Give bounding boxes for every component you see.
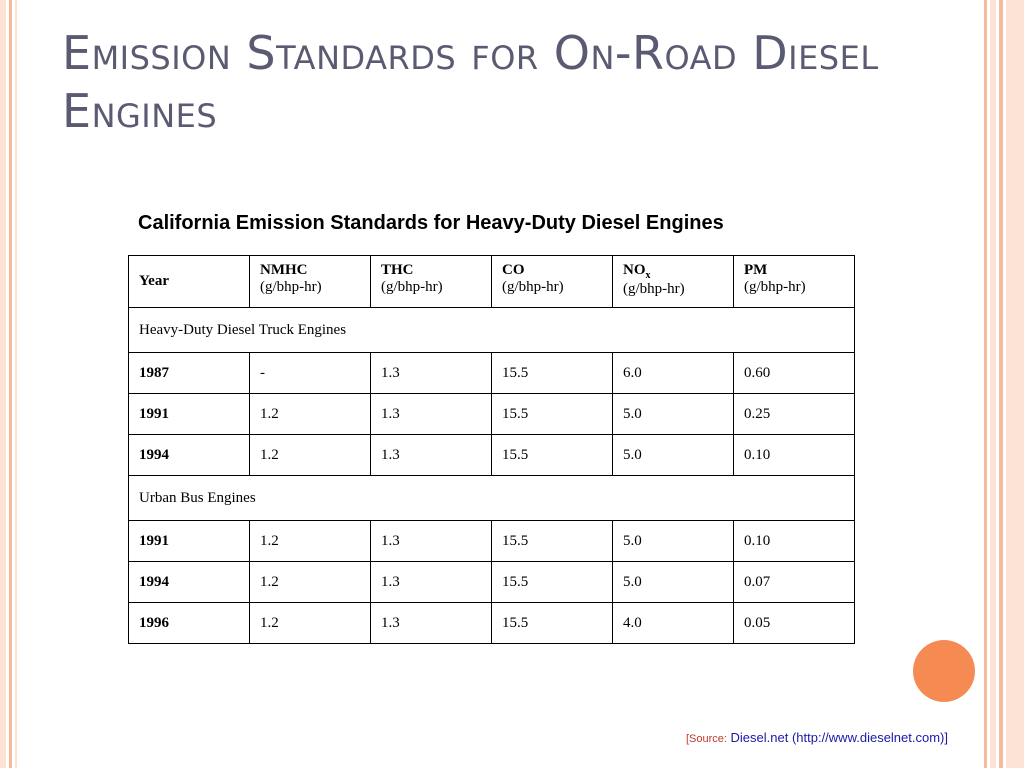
table-cell: 1.3 xyxy=(370,561,492,603)
table-cell: 15.5 xyxy=(491,352,613,394)
column-header-pm: PM (g/bhp-hr) xyxy=(733,255,855,308)
table-cell: 4.0 xyxy=(612,602,734,644)
right-decorative-strip xyxy=(984,0,1024,768)
column-header-nox: NOx (g/bhp-hr) xyxy=(612,255,734,308)
table-cell: 1.3 xyxy=(370,520,492,562)
table-cell: 15.5 xyxy=(491,393,613,435)
table-cell: 15.5 xyxy=(491,520,613,562)
section-label: Urban Bus Engines xyxy=(128,475,855,521)
section-row: Urban Bus Engines xyxy=(128,475,855,521)
section-label: Heavy-Duty Diesel Truck Engines xyxy=(128,307,855,353)
table-caption: California Emission Standards for Heavy-… xyxy=(138,212,724,234)
table-cell: 1.2 xyxy=(249,393,371,435)
table-row: 1991 1.2 1.3 15.5 5.0 0.25 xyxy=(128,393,855,435)
table-cell: 0.10 xyxy=(733,434,855,476)
strip-bar xyxy=(999,0,1003,768)
table-header-row: Year NMHC (g/bhp-hr) THC (g/bhp-hr) CO (g/b… xyxy=(128,255,855,308)
table-row: 1987 - 1.3 15.5 6.0 0.60 xyxy=(128,352,855,394)
table-cell: - xyxy=(249,352,371,394)
year-cell: 1996 xyxy=(128,602,250,644)
table-row: 1994 1.2 1.3 15.5 5.0 0.10 xyxy=(128,434,855,476)
table-row: 1996 1.2 1.3 15.5 4.0 0.05 xyxy=(128,602,855,644)
table-cell: 15.5 xyxy=(491,602,613,644)
left-decorative-strip xyxy=(0,0,20,768)
strip-bar xyxy=(9,0,12,768)
strip-bar xyxy=(15,0,17,768)
table-cell: 15.5 xyxy=(491,434,613,476)
table-cell: 1.3 xyxy=(370,602,492,644)
year-cell: 1994 xyxy=(128,561,250,603)
table-cell: 15.5 xyxy=(491,561,613,603)
column-header-year: Year xyxy=(128,255,250,308)
column-header-thc: THC (g/bhp-hr) xyxy=(370,255,492,308)
table-cell: 0.10 xyxy=(733,520,855,562)
table-cell: 5.0 xyxy=(612,561,734,603)
decorative-circle xyxy=(913,640,975,702)
table-row: 1991 1.2 1.3 15.5 5.0 0.10 xyxy=(128,520,855,562)
column-header-nmhc: NMHC (g/bhp-hr) xyxy=(249,255,371,308)
table-cell: 1.2 xyxy=(249,520,371,562)
table-cell: 1.2 xyxy=(249,561,371,603)
table-cell: 5.0 xyxy=(612,520,734,562)
table-cell: 0.60 xyxy=(733,352,855,394)
strip-bar xyxy=(990,0,996,768)
year-cell: 1987 xyxy=(128,352,250,394)
table-cell: 6.0 xyxy=(612,352,734,394)
table-cell: 5.0 xyxy=(612,393,734,435)
table-cell: 0.05 xyxy=(733,602,855,644)
year-cell: 1994 xyxy=(128,434,250,476)
year-cell: 1991 xyxy=(128,393,250,435)
table-cell: 1.2 xyxy=(249,602,371,644)
table-row: 1994 1.2 1.3 15.5 5.0 0.07 xyxy=(128,561,855,603)
table-cell: 5.0 xyxy=(612,434,734,476)
source-label: [Source: xyxy=(685,733,727,745)
source-link[interactable]: Diesel.net (http://www.dieselnet.com)] xyxy=(726,730,948,745)
table-cell: 0.25 xyxy=(733,393,855,435)
table-cell: 1.3 xyxy=(370,352,492,394)
slide-title: Emission Standards for On-Road Diesel En… xyxy=(62,26,879,138)
emission-standards-table: Year NMHC (g/bhp-hr) THC (g/bhp-hr) CO (g/b… xyxy=(128,255,855,644)
column-header-co: CO (g/bhp-hr) xyxy=(491,255,613,308)
strip-bar xyxy=(0,0,6,768)
table-cell: 1.2 xyxy=(249,434,371,476)
strip-bar xyxy=(1006,0,1024,768)
table-cell: 1.3 xyxy=(370,434,492,476)
year-cell: 1991 xyxy=(128,520,250,562)
source-citation: [Source: Diesel.net (http://www.dieselne… xyxy=(686,730,948,745)
table-cell: 1.3 xyxy=(370,393,492,435)
strip-bar xyxy=(984,0,987,768)
table-cell: 0.07 xyxy=(733,561,855,603)
section-row: Heavy-Duty Diesel Truck Engines xyxy=(128,307,855,353)
